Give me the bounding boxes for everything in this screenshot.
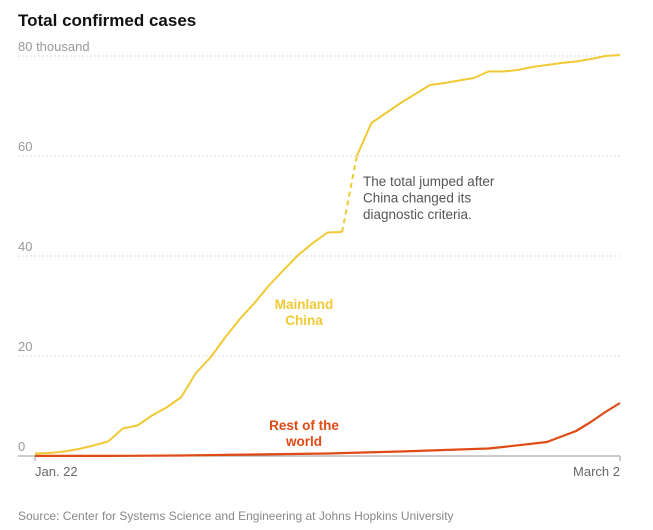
x-tick-label: Jan. 22 bbox=[35, 464, 78, 479]
mainland-china-line-after-jump bbox=[355, 54, 621, 157]
rest-of-world-label: Rest of the world bbox=[269, 418, 339, 449]
rest-of-world-line bbox=[35, 402, 621, 457]
mainland-china-jump-dashed bbox=[341, 155, 358, 233]
series-labels: Mainland China Rest of the world bbox=[269, 297, 339, 449]
y-tick-label: 0 bbox=[18, 439, 25, 454]
y-axis-ticks: 0 20 40 60 80 thousand bbox=[18, 39, 90, 454]
series-lines bbox=[34, 54, 621, 457]
diagnostic-criteria-annotation: The total jumped after China changed its d… bbox=[363, 174, 495, 222]
mainland-china-line-before-jump bbox=[34, 231, 343, 455]
x-axis-ticks: Jan. 22 March 2 bbox=[34, 456, 621, 479]
source-note: Source: Center for Systems Science and E… bbox=[18, 509, 454, 523]
y-tick-label: 60 bbox=[18, 139, 32, 154]
y-tick-label: 20 bbox=[18, 339, 32, 354]
chart-title: Total confirmed cases bbox=[18, 11, 197, 30]
y-tick-label: 40 bbox=[18, 239, 32, 254]
x-tick-label: March 2 bbox=[573, 464, 620, 479]
line-chart: 0 20 40 60 80 thousand Jan. 22 March 2 Mainla… bbox=[18, 39, 621, 479]
gridlines bbox=[18, 55, 620, 457]
mainland-china-label: Mainland China bbox=[275, 297, 334, 328]
annotations: The total jumped after China changed its d… bbox=[363, 174, 495, 222]
y-tick-label: 80 thousand bbox=[18, 39, 90, 54]
